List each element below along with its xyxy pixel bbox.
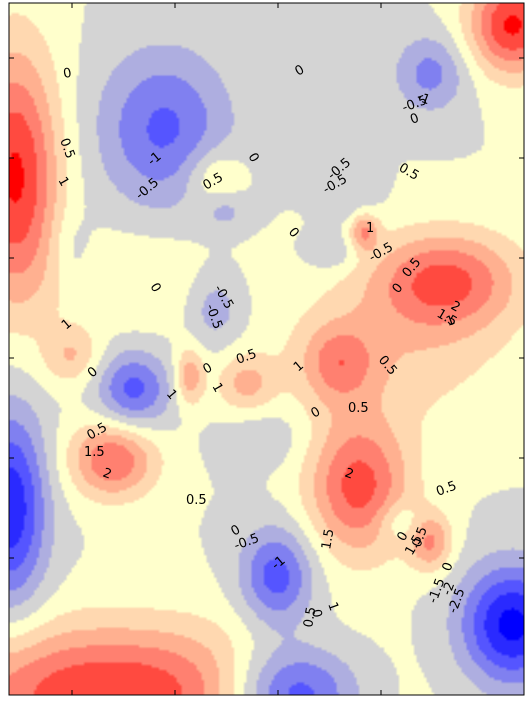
contour-label: 1 bbox=[366, 221, 374, 236]
contour-label: 0.5 bbox=[301, 606, 319, 629]
contour-label: 1.5 bbox=[84, 445, 105, 460]
contour-label: 0 bbox=[62, 66, 73, 82]
contour-label: 0.5 bbox=[348, 401, 369, 416]
axes-frame bbox=[8, 2, 525, 696]
contour-label: 0 bbox=[308, 608, 324, 619]
contour-label: -1 bbox=[415, 90, 432, 109]
contour-label: 0.5 bbox=[186, 493, 207, 508]
contour-label: -2 bbox=[440, 580, 459, 597]
contour-label: 0.5 bbox=[434, 479, 459, 500]
contour-label: 0.5 bbox=[410, 525, 431, 550]
contour-label: 0.5 bbox=[56, 136, 77, 161]
contour-label: 1.5 bbox=[319, 528, 337, 551]
contour-label: 0.5 bbox=[234, 347, 259, 368]
contour-layer bbox=[9, 3, 524, 695]
axis-ticks bbox=[9, 3, 524, 695]
contour-field bbox=[9, 3, 524, 695]
